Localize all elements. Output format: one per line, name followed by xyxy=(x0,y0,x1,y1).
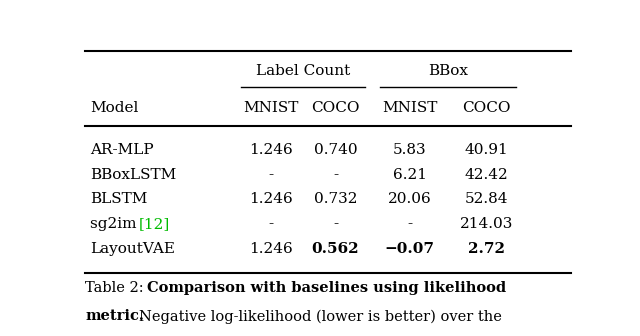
Text: Label Count: Label Count xyxy=(256,65,350,78)
Text: -: - xyxy=(333,217,338,231)
Text: 1.246: 1.246 xyxy=(249,143,293,157)
Text: -: - xyxy=(268,217,273,231)
Text: −0.07: −0.07 xyxy=(385,242,435,256)
Text: [12]: [12] xyxy=(138,217,170,231)
Text: 42.42: 42.42 xyxy=(465,168,509,182)
Text: COCO: COCO xyxy=(463,100,511,115)
Text: COCO: COCO xyxy=(311,100,360,115)
Text: 2.72: 2.72 xyxy=(468,242,505,256)
Text: 0.562: 0.562 xyxy=(312,242,359,256)
Text: AR-MLP: AR-MLP xyxy=(90,143,154,157)
Text: 214.03: 214.03 xyxy=(460,217,513,231)
Text: sg2im: sg2im xyxy=(90,217,141,231)
Text: 20.06: 20.06 xyxy=(388,193,432,206)
Text: metric.: metric. xyxy=(85,309,144,323)
Text: 6.21: 6.21 xyxy=(393,168,427,182)
Text: -: - xyxy=(407,217,412,231)
Text: BBoxLSTM: BBoxLSTM xyxy=(90,168,176,182)
Text: MNIST: MNIST xyxy=(382,100,438,115)
Text: Model: Model xyxy=(90,100,138,115)
Text: MNIST: MNIST xyxy=(243,100,299,115)
Text: 52.84: 52.84 xyxy=(465,193,508,206)
Text: BBox: BBox xyxy=(428,65,468,78)
Text: 5.83: 5.83 xyxy=(393,143,427,157)
Text: 0.740: 0.740 xyxy=(314,143,357,157)
Text: Comparison with baselines using likelihood: Comparison with baselines using likeliho… xyxy=(147,281,506,295)
Text: 40.91: 40.91 xyxy=(465,143,509,157)
Text: Table 2:: Table 2: xyxy=(85,281,143,295)
Text: 1.246: 1.246 xyxy=(249,193,293,206)
Text: Negative log-likelihood (lower is better) over the: Negative log-likelihood (lower is better… xyxy=(138,309,501,324)
Text: LayoutVAE: LayoutVAE xyxy=(90,242,175,256)
Text: 0.732: 0.732 xyxy=(314,193,357,206)
Text: -: - xyxy=(268,168,273,182)
Text: 1.246: 1.246 xyxy=(249,242,293,256)
Text: -: - xyxy=(333,168,338,182)
Text: BLSTM: BLSTM xyxy=(90,193,147,206)
